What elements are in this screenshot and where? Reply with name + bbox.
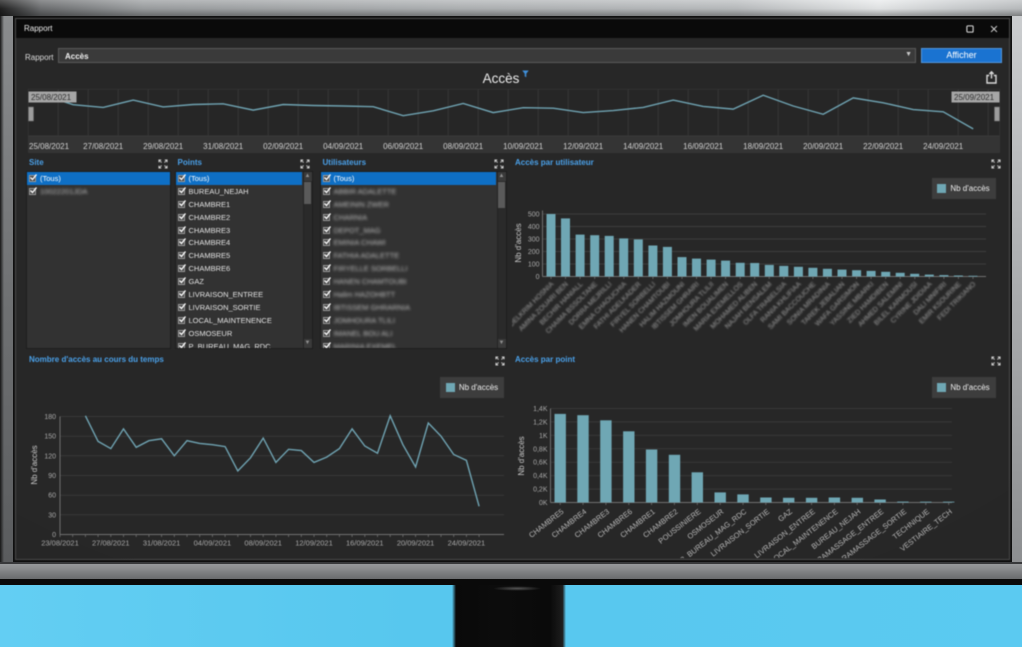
svg-text:04/09/2021: 04/09/2021 xyxy=(323,142,364,151)
svg-text:08/09/2021: 08/09/2021 xyxy=(244,539,282,548)
svg-text:16/09/2021: 16/09/2021 xyxy=(346,539,384,548)
svg-text:20/09/2021: 20/09/2021 xyxy=(397,539,435,548)
svg-text:24/09/2021: 24/09/2021 xyxy=(923,142,964,151)
svg-text:22/09/2021: 22/09/2021 xyxy=(863,142,904,151)
svg-text:1K: 1K xyxy=(539,433,548,440)
svg-text:Nb d'accès: Nb d'accès xyxy=(514,223,523,262)
svg-text:14/09/2021: 14/09/2021 xyxy=(623,142,664,151)
svg-text:0,8K: 0,8K xyxy=(533,446,548,453)
svg-text:29/08/2021: 29/08/2021 xyxy=(143,142,184,151)
svg-text:180: 180 xyxy=(44,414,56,421)
svg-text:16/09/2021: 16/09/2021 xyxy=(683,142,724,151)
svg-text:0: 0 xyxy=(52,532,56,539)
svg-text:300: 300 xyxy=(528,237,540,244)
svg-text:04/09/2021: 04/09/2021 xyxy=(194,539,232,548)
svg-text:60: 60 xyxy=(48,493,56,500)
svg-text:12/09/2021: 12/09/2021 xyxy=(295,539,333,548)
svg-text:31/08/2021: 31/08/2021 xyxy=(203,142,244,151)
svg-text:31/08/2021: 31/08/2021 xyxy=(143,539,181,548)
svg-text:20/09/2021: 20/09/2021 xyxy=(803,142,844,151)
svg-text:500: 500 xyxy=(528,212,540,219)
svg-text:12/09/2021: 12/09/2021 xyxy=(563,142,604,151)
svg-text:0,6K: 0,6K xyxy=(533,460,548,467)
svg-text:23/08/2021: 23/08/2021 xyxy=(41,539,79,548)
svg-text:200: 200 xyxy=(528,249,540,256)
svg-text:0: 0 xyxy=(536,274,540,281)
svg-text:25/08/2021: 25/08/2021 xyxy=(29,142,70,151)
svg-text:GAZ: GAZ xyxy=(776,507,794,524)
svg-text:0K: 0K xyxy=(539,500,548,507)
svg-text:400: 400 xyxy=(528,224,540,231)
svg-text:02/09/2021: 02/09/2021 xyxy=(263,142,304,151)
svg-text:1,2K: 1,2K xyxy=(533,419,548,426)
svg-text:150: 150 xyxy=(44,434,56,441)
svg-text:08/09/2021: 08/09/2021 xyxy=(443,142,484,151)
svg-text:0,4K: 0,4K xyxy=(533,473,548,480)
svg-text:100: 100 xyxy=(528,262,540,269)
svg-text:24/09/2021: 24/09/2021 xyxy=(448,539,486,548)
svg-text:1,4K: 1,4K xyxy=(533,406,548,413)
svg-text:Nb d'accès: Nb d'accès xyxy=(517,436,526,475)
svg-text:25/08/2021: 25/08/2021 xyxy=(31,93,72,102)
svg-text:90: 90 xyxy=(48,473,56,480)
svg-text:27/08/2021: 27/08/2021 xyxy=(92,539,130,548)
svg-text:120: 120 xyxy=(44,453,56,460)
svg-text:06/09/2021: 06/09/2021 xyxy=(383,142,424,151)
svg-text:25/09/2021: 25/09/2021 xyxy=(954,93,995,102)
svg-text:10/09/2021: 10/09/2021 xyxy=(503,142,544,151)
svg-text:30: 30 xyxy=(48,512,56,519)
svg-text:18/09/2021: 18/09/2021 xyxy=(743,142,784,151)
svg-text:27/08/2021: 27/08/2021 xyxy=(83,142,124,151)
svg-text:0,2K: 0,2K xyxy=(533,487,548,494)
svg-text:Nb d'accès: Nb d'accès xyxy=(30,445,39,484)
